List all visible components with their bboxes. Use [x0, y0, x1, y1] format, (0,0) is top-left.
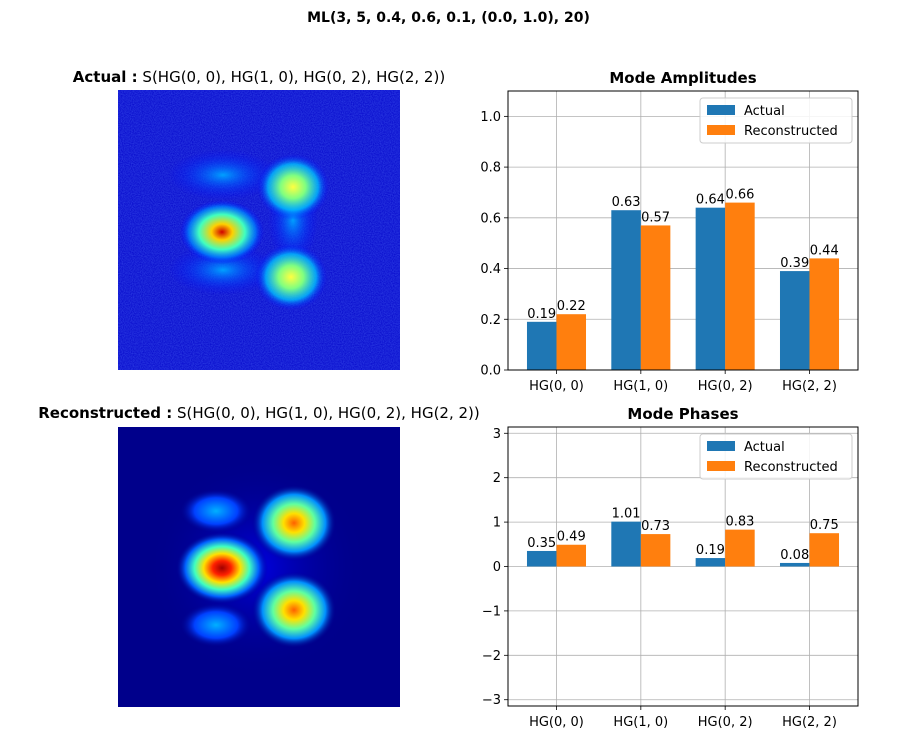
phases-ytick-label: 2 [493, 471, 501, 486]
phases-xtick-label: HG(1, 0) [613, 715, 668, 730]
phases-bar-reconstructed [640, 534, 671, 567]
amplitudes-data-label: 0.19 [527, 307, 556, 322]
amplitudes-xtick-label: HG(0, 2) [698, 379, 753, 394]
amplitudes-legend-label: Reconstructed [744, 124, 838, 139]
reconstructed-image-label: Reconstructed : [38, 404, 173, 422]
phases-data-label: 0.35 [527, 536, 556, 551]
reconstructed-image-formula: S(HG(0, 0), HG(1, 0), HG(0, 2), HG(2, 2)… [176, 404, 480, 422]
amplitudes-data-label: 0.64 [696, 193, 725, 208]
phases-data-label: 0.73 [641, 519, 670, 534]
actual-image-title: Actual : S(HG(0, 0), HG(1, 0), HG(0, 2),… [73, 68, 445, 86]
phases-data-label: 0.08 [780, 548, 809, 563]
amplitudes-bar-reconstructed [809, 258, 840, 370]
amplitudes-legend-swatch [707, 125, 735, 135]
phases-bar-actual [526, 550, 557, 567]
reconstructed-beam-image [118, 427, 400, 707]
phases-bar-reconstructed [725, 529, 755, 567]
phases-data-label: 0.49 [557, 530, 586, 545]
phases-ytick-label: −1 [482, 604, 501, 619]
phases-bar-reconstructed [809, 533, 840, 567]
phases-legend-label: Actual [744, 440, 785, 455]
amplitudes-legend-box [699, 97, 853, 144]
amplitudes-legend-swatch [707, 105, 735, 115]
amplitudes-bar-actual [695, 207, 726, 370]
amplitudes-frame [507, 90, 859, 371]
phases-data-label: 1.01 [612, 507, 641, 522]
phases-bar-reconstructed [556, 544, 587, 567]
phases-bar-actual [779, 562, 810, 567]
phases-data-label: 0.83 [725, 515, 754, 530]
phases-xtick-label: HG(0, 2) [698, 715, 753, 730]
phases-xtick-label: HG(0, 0) [529, 715, 584, 730]
amplitudes-data-label: 0.63 [612, 195, 641, 210]
phases-legend-box [699, 433, 853, 480]
amplitudes-legend: Actual Reconstructed [699, 97, 853, 144]
actual-image-label: Actual : [72, 68, 138, 86]
amplitudes-data-label: 0.22 [557, 299, 586, 314]
phases-frame [507, 426, 859, 707]
mode-phases-chart: Mode Phases −3 −2 −1 0 1 2 3 HG(0, 0) HG(1, 0) HG(… [482, 405, 859, 730]
amplitudes-data-label: 0.66 [725, 188, 754, 203]
amplitudes-bar-reconstructed [640, 225, 671, 370]
phases-xtick-label: HG(2, 2) [782, 715, 837, 730]
phases-legend-swatch [707, 461, 735, 471]
figure-title: ML(3, 5, 0.4, 0.6, 0.1, (0.0, 1.0), 20) [307, 10, 590, 26]
amplitudes-ytick-label: 0.4 [480, 262, 501, 277]
phases-ytick-label: −2 [482, 649, 501, 664]
amplitudes-data-label: 0.44 [810, 243, 839, 258]
actual-beam-image [118, 90, 400, 370]
phases-bar-actual [611, 521, 641, 567]
amplitudes-ytick-label: 0.6 [480, 211, 501, 226]
amplitudes-xtick-label: HG(0, 0) [529, 379, 584, 394]
amplitudes-bar-actual [779, 271, 810, 370]
phases-data-label: 0.75 [810, 518, 839, 533]
amplitudes-bar-reconstructed [725, 202, 755, 370]
phases-ytick-label: −3 [482, 693, 501, 708]
mode-amplitudes-chart: Mode Amplitudes 0.0 0.2 0.4 0.6 0.8 1.0 HG(0, 0… [480, 69, 859, 394]
phases-ytick-label: 1 [493, 516, 501, 531]
actual-image-formula: S(HG(0, 0), HG(1, 0), HG(0, 2), HG(2, 2)… [142, 68, 446, 86]
phases-ytick-label: 3 [493, 427, 501, 442]
amplitudes-xtick-label: HG(1, 0) [613, 379, 668, 394]
amplitudes-title: Mode Amplitudes [609, 69, 756, 87]
amplitudes-ytick-label: 0.8 [480, 161, 501, 176]
amplitudes-bar-actual [526, 321, 557, 370]
amplitudes-data-label: 0.39 [780, 256, 809, 271]
amplitudes-xtick-label: HG(2, 2) [782, 379, 837, 394]
amplitudes-legend-label: Actual [744, 104, 785, 119]
phases-bar-actual [695, 558, 726, 567]
reconstructed-image-title: Reconstructed : S(HG(0, 0), HG(1, 0), HG… [38, 404, 480, 422]
phases-data-label: 0.19 [696, 543, 725, 558]
amplitudes-data-label: 0.57 [641, 210, 670, 225]
phases-legend-label: Reconstructed [744, 460, 838, 475]
amplitudes-ytick-label: 1.0 [480, 110, 501, 125]
phases-ytick-label: 0 [493, 560, 501, 575]
amplitudes-ytick-label: 0.2 [480, 313, 501, 328]
amplitudes-bar-actual [611, 210, 641, 370]
phases-legend: Actual Reconstructed [699, 433, 853, 480]
phases-title: Mode Phases [627, 405, 738, 423]
phases-legend-swatch [707, 441, 735, 451]
amplitudes-bar-reconstructed [556, 314, 587, 370]
amplitudes-ytick-label: 0.0 [480, 364, 501, 379]
